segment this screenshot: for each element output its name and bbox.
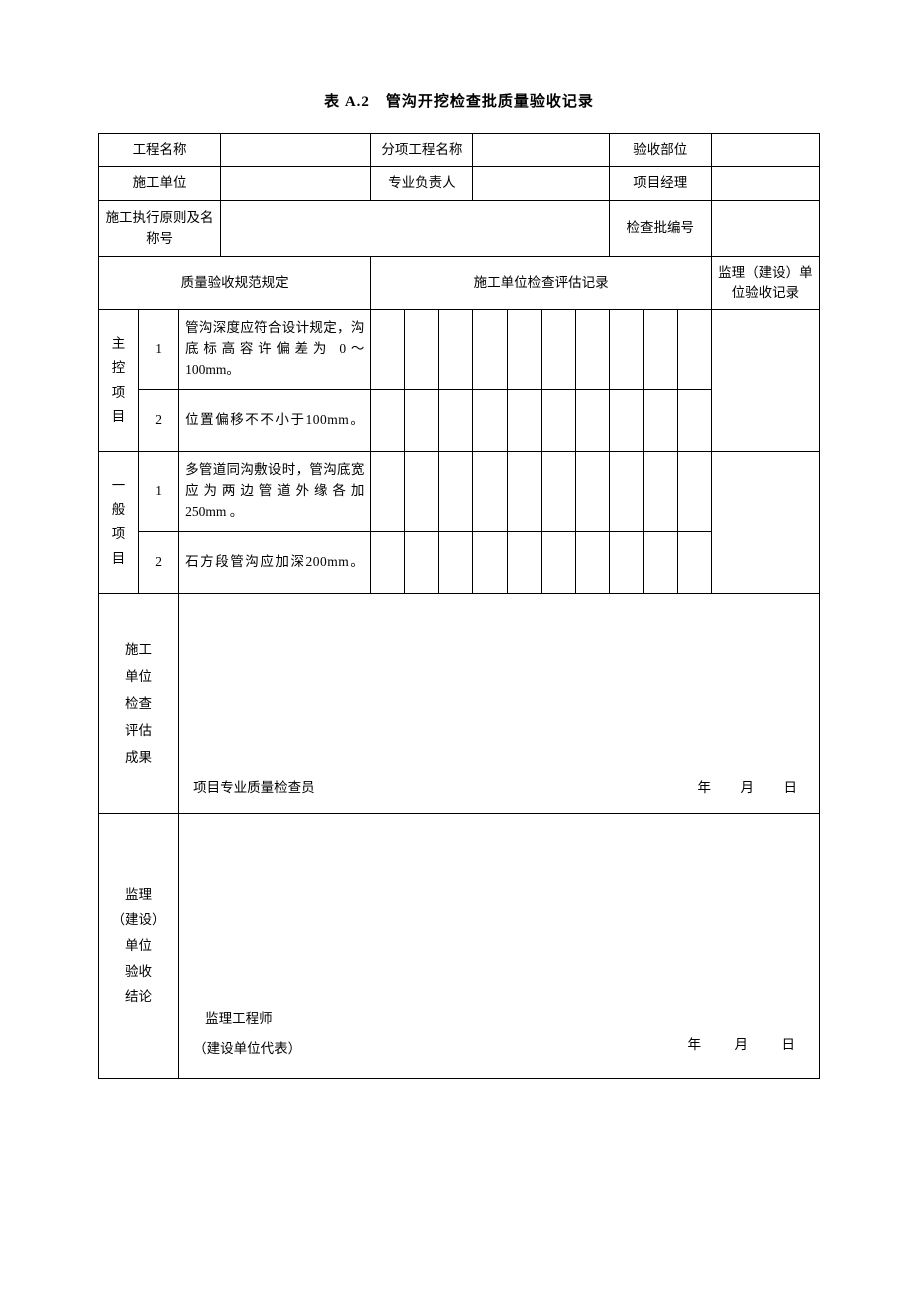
mc2-c9 xyxy=(643,389,677,451)
mc2-c8 xyxy=(609,389,643,451)
main-control-label: 主控项目 xyxy=(99,310,139,452)
g1-c1 xyxy=(371,451,405,531)
g1-c9 xyxy=(643,451,677,531)
mc1-c7 xyxy=(575,310,609,390)
inspector-label: 项目专业质量检查员 xyxy=(193,778,315,798)
mc1-c4 xyxy=(473,310,507,390)
result-block-label: 施工单位检查评估成果 xyxy=(99,593,179,813)
g2-c9 xyxy=(643,531,677,593)
pm-label: 项目经理 xyxy=(609,167,711,200)
subitem-value xyxy=(473,134,609,167)
project-name-label: 工程名称 xyxy=(99,134,221,167)
g2-c1 xyxy=(371,531,405,593)
g1-c2 xyxy=(405,451,439,531)
g2-c8 xyxy=(609,531,643,593)
conclusion-date: 年 月 日 xyxy=(688,1030,806,1064)
g1-c10 xyxy=(677,451,711,531)
g1-c3 xyxy=(439,451,473,531)
rep-label: （建设单位代表） xyxy=(193,1034,301,1064)
principle-label: 施工执行原则及名称号 xyxy=(99,200,221,256)
g2-c6 xyxy=(541,531,575,593)
principle-value xyxy=(221,200,610,256)
mc1-c6 xyxy=(541,310,575,390)
g1-c8 xyxy=(609,451,643,531)
batch-no-value xyxy=(711,200,819,256)
mc2-c3 xyxy=(439,389,473,451)
mc2-c7 xyxy=(575,389,609,451)
supervision-record-header: 监理（建设）单位验收记录 xyxy=(711,256,819,310)
mc2-c10 xyxy=(677,389,711,451)
form-title: 表 A.2 管沟开挖检查批质量验收记录 xyxy=(98,90,820,111)
mc2-c1 xyxy=(371,389,405,451)
g2-c2 xyxy=(405,531,439,593)
g1-idx: 1 xyxy=(139,451,179,531)
engineer-label: 监理工程师 xyxy=(193,1004,301,1034)
g1-c4 xyxy=(473,451,507,531)
mc2-c6 xyxy=(541,389,575,451)
mc-supervision xyxy=(711,310,819,452)
g2-c5 xyxy=(507,531,541,593)
mc1-c5 xyxy=(507,310,541,390)
g2-idx: 2 xyxy=(139,531,179,593)
pm-value xyxy=(711,167,819,200)
general-label: 一般项目 xyxy=(99,451,139,593)
quality-spec-header: 质量验收规范规定 xyxy=(99,256,371,310)
construction-unit-value xyxy=(221,167,371,200)
g2-c3 xyxy=(439,531,473,593)
g-supervision xyxy=(711,451,819,593)
result-date: 年 月 日 xyxy=(698,778,806,798)
g1-c7 xyxy=(575,451,609,531)
conclusion-block-label: 监理（建设）单位验收结论 xyxy=(99,813,179,1078)
mc1-c9 xyxy=(643,310,677,390)
mc2-c2 xyxy=(405,389,439,451)
mc1-idx: 1 xyxy=(139,310,179,390)
mc1-c1 xyxy=(371,310,405,390)
project-name-value xyxy=(221,134,371,167)
mc1-c8 xyxy=(609,310,643,390)
mc2-c4 xyxy=(473,389,507,451)
g1-text: 多管道同沟敷设时，管沟底宽应为两边管道外缘各加 250mm 。 xyxy=(179,451,371,531)
responsible-label: 专业负责人 xyxy=(371,167,473,200)
accept-part-value xyxy=(711,134,819,167)
construction-record-header: 施工单位检查评估记录 xyxy=(371,256,711,310)
g2-text: 石方段管沟应加深200mm。 xyxy=(179,531,371,593)
construction-unit-label: 施工单位 xyxy=(99,167,221,200)
mc2-idx: 2 xyxy=(139,389,179,451)
result-block-content: 项目专业质量检查员 年 月 日 xyxy=(179,593,820,813)
accept-part-label: 验收部位 xyxy=(609,134,711,167)
responsible-value xyxy=(473,167,609,200)
mc1-c2 xyxy=(405,310,439,390)
conclusion-block-content: 监理工程师 （建设单位代表） 年 月 日 xyxy=(179,813,820,1078)
acceptance-record-table: 工程名称 分项工程名称 验收部位 施工单位 专业负责人 项目经理 施工执行原则及… xyxy=(98,133,820,1079)
g1-c5 xyxy=(507,451,541,531)
g2-c7 xyxy=(575,531,609,593)
g2-c10 xyxy=(677,531,711,593)
g1-c6 xyxy=(541,451,575,531)
mc2-c5 xyxy=(507,389,541,451)
subitem-label: 分项工程名称 xyxy=(371,134,473,167)
mc2-text: 位置偏移不不小于100mm。 xyxy=(179,389,371,451)
mc1-c3 xyxy=(439,310,473,390)
g2-c4 xyxy=(473,531,507,593)
batch-no-label: 检查批编号 xyxy=(609,200,711,256)
mc1-text: 管沟深度应符合设计规定，沟底标高容许偏差为 0～100mm。 xyxy=(179,310,371,390)
mc1-c10 xyxy=(677,310,711,390)
